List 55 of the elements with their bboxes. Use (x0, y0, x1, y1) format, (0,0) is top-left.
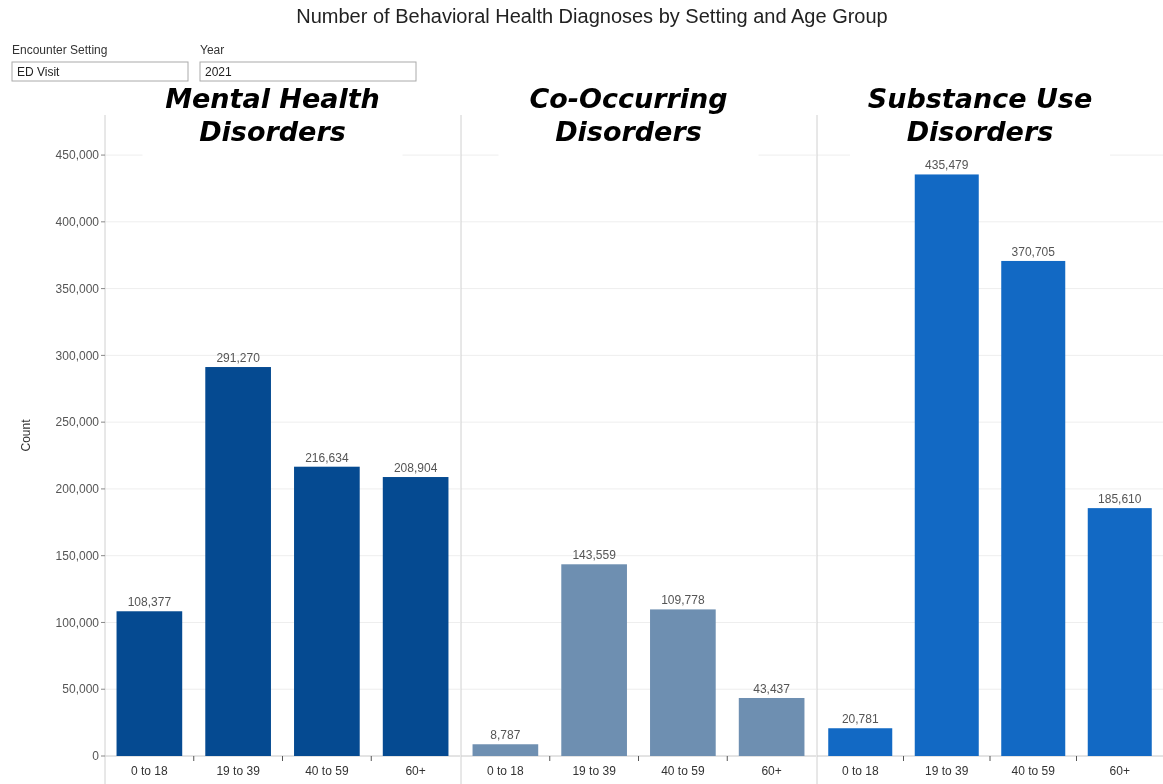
data-label: 108,377 (127, 595, 172, 610)
bar (294, 466, 360, 756)
bar (828, 728, 893, 756)
data-label: 291,270 (216, 351, 261, 366)
y-tick-label: 250,000 (55, 415, 100, 430)
x-tick-label: 40 to 59 (1011, 764, 1056, 778)
x-tick-label: 0 to 18 (487, 764, 525, 778)
y-tick-label: 300,000 (55, 348, 100, 363)
y-tick-label: 150,000 (55, 548, 100, 563)
bar (738, 697, 805, 756)
text: Number of Behavioral Health Diagnoses by Setting and Age Group (296, 5, 888, 27)
x-tick-label: 40 to 59 (661, 764, 705, 778)
x-tick-label: 40 to 59 (305, 764, 349, 778)
y-axis-title: Count (19, 418, 33, 452)
x-tick-label: 0 to 18 (131, 764, 169, 778)
data-label: 20,781 (841, 712, 879, 727)
text: Year (200, 43, 225, 57)
data-label: 435,479 (925, 158, 969, 173)
data-label: 216,634 (305, 450, 349, 465)
y-tick-label: 350,000 (55, 281, 100, 296)
y-tick-label: 450,000 (55, 148, 100, 163)
y-tick-label: 0 (92, 749, 100, 764)
data-label: 143,559 (572, 548, 617, 563)
x-tick-label: 60+ (1109, 764, 1130, 778)
x-tick-label: 60+ (405, 764, 426, 778)
bar (1001, 260, 1066, 756)
data-label: 109,778 (661, 593, 705, 608)
y-tick-label: 200,000 (55, 482, 100, 497)
data-label: 208,904 (393, 461, 438, 476)
bar (205, 367, 271, 756)
x-tick-label: 60+ (761, 764, 782, 778)
chart-subtitle: Mental Health Disorders (165, 83, 380, 147)
bar (1087, 508, 1152, 756)
bar (382, 477, 449, 756)
bar (914, 174, 979, 756)
data-label: 370,705 (1011, 244, 1056, 259)
x-tick-label: 19 to 39 (572, 764, 617, 778)
bar (116, 611, 183, 756)
bar (472, 744, 539, 756)
x-tick-label: 19 to 39 (925, 764, 969, 778)
data-label: 8,787 (490, 728, 521, 743)
data-label: 43,437 (753, 681, 791, 696)
chart-subtitle: Co-Occurring Disorders (529, 83, 728, 147)
bar (650, 609, 716, 756)
y-tick-label: 100,000 (55, 615, 100, 630)
data-label: 185,610 (1098, 492, 1142, 507)
chart-subtitle: Substance Use Disorders (867, 83, 1093, 147)
y-tick-label: 400,000 (55, 215, 100, 230)
text: 2021 (205, 65, 233, 79)
bar (561, 564, 627, 756)
text: ED Visit (17, 65, 61, 79)
y-tick-label: 50,000 (62, 682, 100, 697)
text: Encounter Setting (12, 43, 108, 57)
x-tick-label: 19 to 39 (216, 764, 261, 778)
x-tick-label: 0 to 18 (841, 764, 879, 778)
